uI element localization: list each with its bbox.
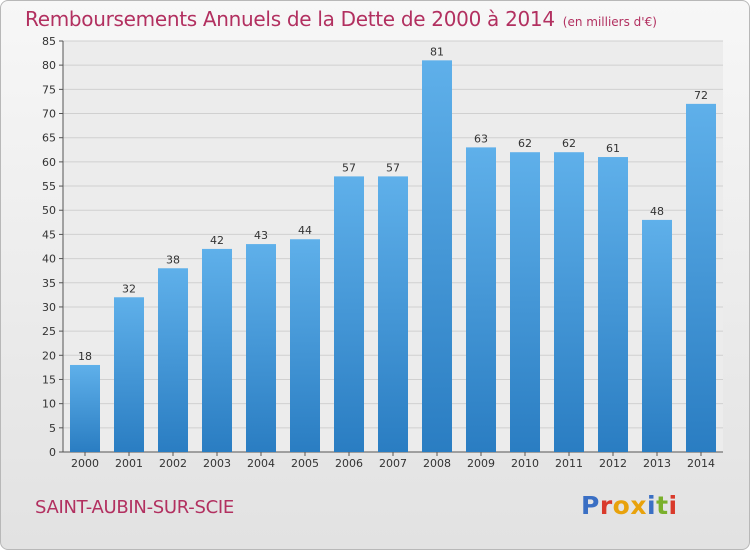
bar-value-label: 38 <box>166 253 180 266</box>
x-tick-label: 2003 <box>203 457 231 470</box>
brand-letter: x <box>630 491 647 520</box>
bar-value-label: 32 <box>122 282 136 295</box>
bar-value-label: 57 <box>342 161 356 174</box>
y-tick-label: 10 <box>42 398 56 411</box>
y-tick-label: 55 <box>42 180 56 193</box>
bar <box>642 219 672 452</box>
bar <box>158 268 188 452</box>
x-tick-label: 2012 <box>599 457 627 470</box>
y-tick-label: 50 <box>42 204 56 217</box>
bar <box>510 152 540 452</box>
bar-value-label: 62 <box>562 137 576 150</box>
y-tick-label: 30 <box>42 301 56 314</box>
y-tick-label: 20 <box>42 349 56 362</box>
y-tick-label: 80 <box>42 59 56 72</box>
bar <box>334 176 364 452</box>
y-tick-label: 70 <box>42 108 56 121</box>
x-tick-label: 2014 <box>687 457 715 470</box>
x-tick-label: 2001 <box>115 457 143 470</box>
x-tick-label: 2005 <box>291 457 319 470</box>
y-tick-label: 5 <box>49 422 56 435</box>
proxiti-logo: Proxiti <box>581 491 678 520</box>
x-tick-label: 2006 <box>335 457 363 470</box>
brand-letter: P <box>581 491 600 520</box>
bar-value-label: 63 <box>474 132 488 145</box>
bar <box>422 60 452 452</box>
brand-letter: o <box>612 491 631 520</box>
bar-value-label: 61 <box>606 142 620 155</box>
brand-letter: t <box>656 491 669 520</box>
y-tick-label: 75 <box>42 83 56 96</box>
y-tick-label: 45 <box>42 228 56 241</box>
bar-value-label: 48 <box>650 205 664 218</box>
bar <box>466 147 496 452</box>
bar <box>246 244 276 452</box>
x-tick-label: 2011 <box>555 457 583 470</box>
chart-title-text: Remboursements Annuels de la Dette de 20… <box>25 7 555 31</box>
bar-value-label: 72 <box>694 89 708 102</box>
bar-value-label: 44 <box>298 224 312 237</box>
bar <box>598 157 628 452</box>
y-tick-label: 35 <box>42 277 56 290</box>
bar-value-label: 42 <box>210 234 224 247</box>
y-tick-label: 85 <box>42 35 56 48</box>
x-tick-label: 2007 <box>379 457 407 470</box>
bar <box>202 248 232 452</box>
bar <box>70 364 100 452</box>
x-tick-label: 2004 <box>247 457 275 470</box>
chart-title: Remboursements Annuels de la Dette de 20… <box>25 7 657 31</box>
y-tick-label: 25 <box>42 325 56 338</box>
bar-value-label: 81 <box>430 45 444 58</box>
y-tick-label: 15 <box>42 373 56 386</box>
y-tick-label: 40 <box>42 253 56 266</box>
y-tick-label: 60 <box>42 156 56 169</box>
brand-letter: i <box>647 491 657 520</box>
bar-value-label: 18 <box>78 350 92 363</box>
x-tick-label: 2013 <box>643 457 671 470</box>
bar <box>378 176 408 452</box>
bar <box>290 239 320 452</box>
commune-name: SAINT-AUBIN-SUR-SCIE <box>35 497 234 518</box>
bar-value-label: 43 <box>254 229 268 242</box>
x-tick-label: 2008 <box>423 457 451 470</box>
x-tick-label: 2000 <box>71 457 99 470</box>
bar <box>114 297 144 452</box>
bar-value-label: 62 <box>518 137 532 150</box>
y-tick-label: 65 <box>42 132 56 145</box>
bar-value-label: 57 <box>386 161 400 174</box>
y-tick-label: 0 <box>49 446 56 459</box>
x-tick-label: 2010 <box>511 457 539 470</box>
x-tick-label: 2002 <box>159 457 187 470</box>
brand-letter: i <box>668 491 678 520</box>
x-tick-label: 2009 <box>467 457 495 470</box>
brand-letter: r <box>599 491 613 520</box>
bar <box>686 103 716 452</box>
bar <box>554 152 584 452</box>
chart-unit-label: (en milliers d'€) <box>562 15 657 29</box>
